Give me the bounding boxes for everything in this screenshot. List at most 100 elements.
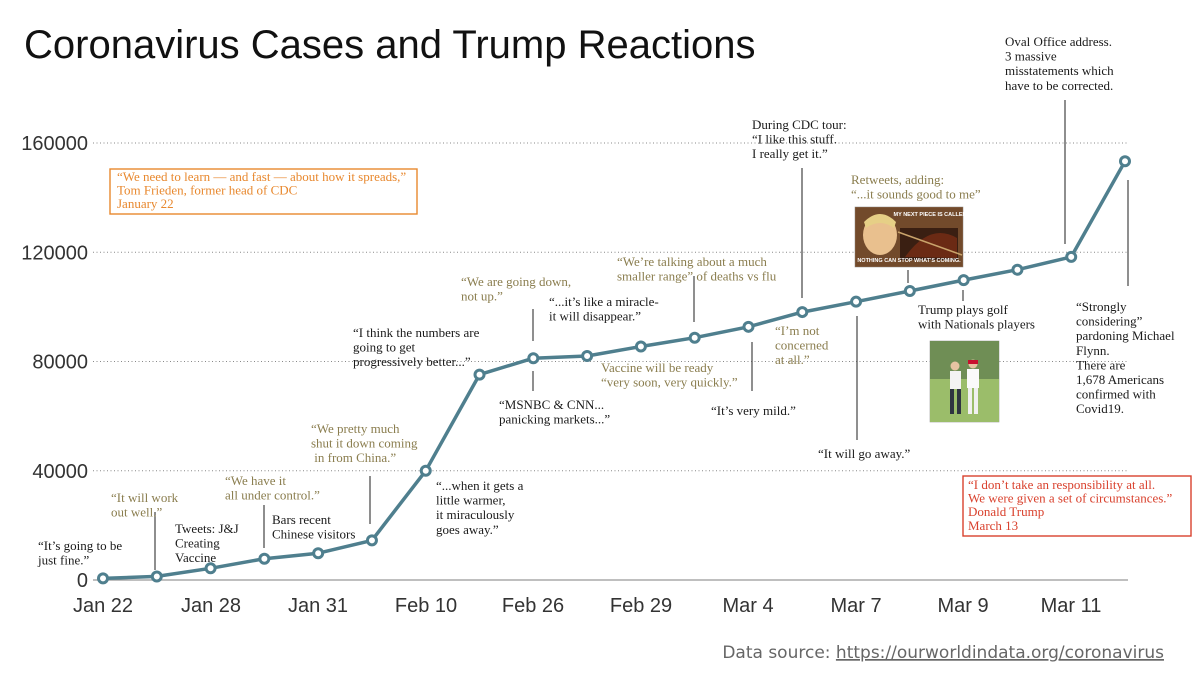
annotation-line: “We’re talking about a much <box>617 254 767 269</box>
annotation-line: confirmed with <box>1076 387 1156 402</box>
annotation-control: “We have it all under control.” <box>225 473 320 503</box>
data-point <box>1119 155 1131 168</box>
quote-box-line: “I don’t take an responsibility at all. <box>968 477 1155 492</box>
x-tick-label: Jan 22 <box>73 595 133 617</box>
annotation-line: “...when it gets a <box>436 478 524 493</box>
meme-caption-bottom: NOTHING CAN STOP WHAT'S COMING. <box>857 258 961 264</box>
y-tick-label: 80000 <box>32 352 88 374</box>
data-point <box>150 570 163 583</box>
annotation-line: with Nationals players <box>918 317 1035 332</box>
data-point <box>850 295 863 308</box>
annotation-flynn: “Strongly considering” pardoning Michael Fl… <box>1076 299 1175 416</box>
annotation-line: it will disappear.” <box>549 309 641 324</box>
annotation-line: Creating <box>175 536 220 551</box>
x-tick-label: Feb 29 <box>610 595 672 617</box>
y-tick-label: 40000 <box>32 461 88 483</box>
annotation-line: “MSNBC & CNN... <box>499 397 604 412</box>
annotation-line: 1,678 Americans <box>1076 372 1164 387</box>
annotation-line: “I’m not <box>775 323 820 338</box>
annotation-goaway: “It will go away.” <box>818 446 911 461</box>
data-point <box>97 572 109 585</box>
annotation-line: I really get it.” <box>752 146 828 161</box>
annotation-line: “It’s going to be <box>38 538 122 553</box>
annotation-cdc: During CDC tour: “I like this stuff. I rea… <box>752 117 847 161</box>
annotation-line: smaller range” of deaths vs flu <box>617 269 777 284</box>
annotation-line: Covid19. <box>1076 401 1124 416</box>
annotation-better: “I think the numbers are going to get prog… <box>353 325 480 369</box>
annotation-line: “We pretty much <box>311 421 400 436</box>
retweet-meme-image: MY NEXT PIECE IS CALLED NOTHING CAN STOP… <box>854 206 966 268</box>
annotation-line: in from China.” <box>311 450 396 465</box>
annotation-china: “We pretty much shut it down coming in fr… <box>311 421 418 465</box>
series-line <box>102 160 1127 581</box>
annotation-line: “I think the numbers are <box>353 325 480 340</box>
data-point <box>527 352 540 365</box>
x-tick-label: Mar 11 <box>1041 595 1102 617</box>
annotation-bars: Bars recent Chinese visitors <box>272 512 355 542</box>
annotation-line: “We have it <box>225 473 286 488</box>
annotation-line: going to get <box>353 340 415 355</box>
data-point <box>742 320 755 333</box>
quote-box-line: Donald Trump <box>968 504 1044 519</box>
annotation-line: “...it sounds good to me” <box>851 187 981 202</box>
annotation-line: progressively better...” <box>353 354 471 369</box>
data-point <box>957 274 970 287</box>
annotation-line: During CDC tour: <box>752 117 847 132</box>
annotations: “It’s going to be just fine.” “It will wor… <box>37 34 1175 568</box>
data-point <box>903 285 916 298</box>
annotation-line: “It will go away.” <box>818 446 911 461</box>
quote-box-line: “We need to learn — and fast — about how… <box>117 169 406 184</box>
annotation-line: Bars recent <box>272 512 331 527</box>
x-tick-label: Mar 4 <box>722 595 773 617</box>
data-point <box>1065 250 1078 263</box>
x-axis-ticks: Jan 22 Jan 28 Jan 31 Feb 10 Feb 26 Feb 29 Mar … <box>73 595 1101 617</box>
annotation-line: Chinese visitors <box>272 527 355 542</box>
y-tick-label: 0 <box>77 570 88 592</box>
annotation-line: “I like this stuff. <box>752 132 837 147</box>
data-point <box>581 350 594 363</box>
quote-box-text-responsibility: “I don’t take an responsibility at all. W… <box>968 477 1173 533</box>
series-cases <box>97 155 1131 585</box>
annotation-line: “very soon, very quickly.” <box>601 375 738 390</box>
annotation-line: “It’s very mild.” <box>711 403 796 418</box>
annotation-line: Retweets, adding: <box>851 172 944 187</box>
annotation-line: panicking markets...” <box>499 412 610 427</box>
annotation-line: it miraculously <box>436 507 515 522</box>
annotation-leaders <box>154 100 1129 570</box>
annotation-line: not up.” <box>461 289 503 304</box>
quote-box-line: We were given a set of circumstances.” <box>968 491 1173 506</box>
data-point <box>688 331 701 344</box>
data-point <box>473 368 486 381</box>
data-source-link[interactable]: https://ourworldindata.org/coronavirus <box>836 643 1164 663</box>
quote-box-line: March 13 <box>968 518 1018 533</box>
data-point <box>1011 263 1024 276</box>
quote-box-responsibility <box>962 475 1192 537</box>
quote-boxes: “We need to learn — and fast — about how… <box>109 168 1192 537</box>
data-point <box>634 340 647 353</box>
annotation-line: “We are going down, <box>461 274 571 289</box>
annotation-line: There are <box>1076 357 1126 372</box>
annotation-concerned: “I’m not concerned at all.” <box>775 323 829 367</box>
annotation-miracle: “...it’s like a miracle-it will disappea… <box>549 294 659 324</box>
x-tick-label: Mar 9 <box>937 595 988 617</box>
annotation-line: all under control.” <box>225 488 320 503</box>
data-point <box>204 562 217 575</box>
annotation-line: concerned <box>775 338 829 353</box>
annotation-warmer: “...when it gets a little warmer, it mirac… <box>436 478 524 537</box>
annotation-jj: Tweets: J&J Creating Vaccine <box>175 521 239 565</box>
annotation-line: have to be corrected. <box>1005 78 1113 93</box>
annotation-oval: Oval Office address. 3 massive misstatemen… <box>1005 34 1114 93</box>
quote-box-frieden <box>109 168 418 215</box>
x-tick-label: Mar 7 <box>830 595 881 617</box>
annotation-line: misstatements which <box>1005 63 1114 78</box>
annotation-retweets: Retweets, adding: “...it sounds good to m… <box>851 172 981 202</box>
annotation-line: out well.” <box>111 505 162 520</box>
annotation-line: goes away.” <box>436 522 499 537</box>
x-tick-label: Feb 10 <box>395 595 457 617</box>
annotation-line: “It will work <box>111 490 179 505</box>
golf-photo <box>929 340 1000 423</box>
annotation-line: just fine.” <box>37 553 89 568</box>
annotation-line: Tweets: J&J <box>175 521 239 536</box>
quote-box-line: Tom Frieden, former head of CDC <box>117 183 297 198</box>
